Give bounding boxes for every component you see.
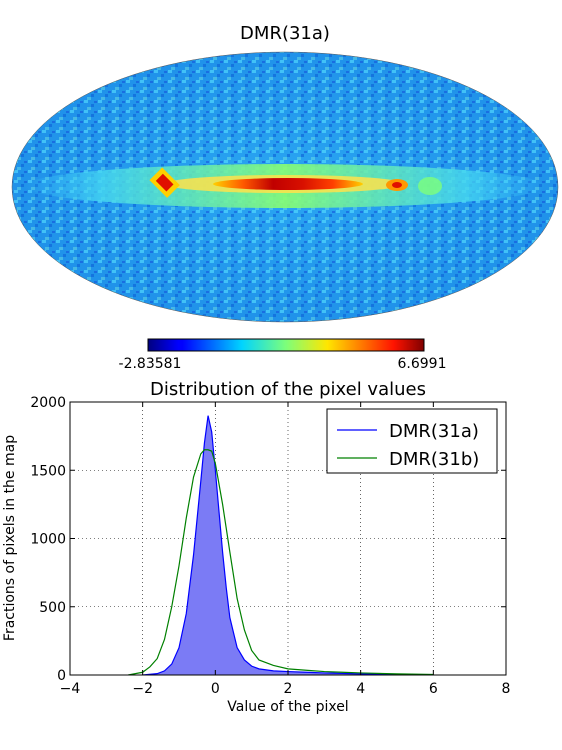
y-tick-label: 2000 [30,395,66,411]
series-line-dmr31b [128,449,434,675]
hot-spot-marker [149,167,180,198]
x-tick-label: 0 [211,681,220,697]
x-tick-label: −2 [132,681,153,697]
sky-map [11,51,559,323]
chart-title: Distribution of the pixel values [150,379,426,400]
series-area-dmr31a [142,415,434,675]
legend: DMR(31a) DMR(31b) [326,408,498,474]
legend-label-dmr31a: DMR(31a) [389,421,479,442]
y-tick-label: 1500 [30,463,66,479]
series-layer [128,415,434,675]
colorbar-min-label: -2.83581 [119,356,182,372]
x-tick-label: −4 [60,681,81,697]
y-tick-label: 500 [39,600,66,616]
x-tick-label: 8 [502,681,511,697]
colorbar-max-label: 6.6991 [398,356,447,372]
x-tick-label: 4 [356,681,365,697]
y-tick-label: 0 [57,668,66,684]
map-title: DMR(31a) [240,23,330,44]
legend-box [326,408,498,474]
ticks: −4 −2 0 2 4 6 8 0 500 1000 1500 2000 [30,395,510,697]
x-axis-label: Value of the pixel [227,699,348,715]
colorbar [147,338,425,352]
legend-label-dmr31b: DMR(31b) [389,449,479,470]
y-tick-label: 1000 [30,532,66,548]
x-tick-label: 2 [284,681,293,697]
y-axis-label: Fractions of pixels in the map [2,435,18,641]
series-line-dmr31a [142,415,434,675]
x-tick-label: 6 [429,681,438,697]
